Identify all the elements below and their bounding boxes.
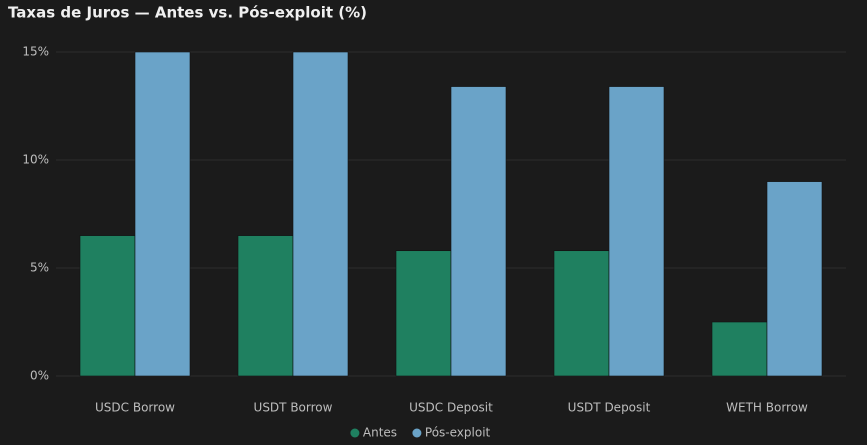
x-tick-label: USDT Borrow [254, 401, 333, 415]
legend-swatch [350, 428, 360, 438]
chart-title: Taxas de Juros — Antes vs. Pós-exploit (… [8, 4, 367, 22]
x-tick-label: WETH Borrow [726, 401, 808, 415]
y-tick-label: 0% [30, 369, 49, 383]
legend-label: Pós-exploit [425, 426, 491, 440]
bar [134, 51, 191, 377]
bar [608, 86, 665, 377]
y-tick-label: 15% [22, 45, 49, 59]
bar [292, 51, 349, 377]
legend-swatch [412, 428, 422, 438]
y-tick-label: 10% [22, 153, 49, 167]
x-tick-label: USDC Deposit [409, 401, 493, 415]
bar [553, 250, 610, 377]
bar [711, 321, 768, 377]
bar [766, 181, 823, 377]
bar [237, 235, 294, 377]
bar [395, 250, 452, 377]
bar [450, 86, 507, 377]
legend-label: Antes [363, 426, 397, 440]
x-tick-label: USDT Deposit [568, 401, 651, 415]
y-tick-label: 5% [30, 261, 49, 275]
x-tick-label: USDC Borrow [95, 401, 175, 415]
bar [79, 235, 136, 377]
